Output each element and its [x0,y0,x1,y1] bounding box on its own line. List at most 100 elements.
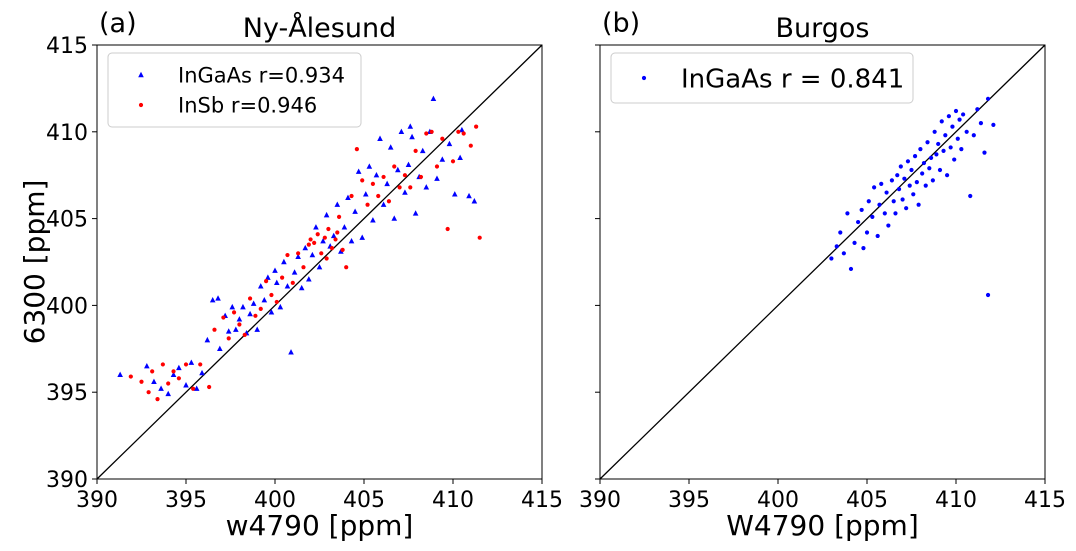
x-tick-label: 400 [254,488,296,513]
data-point [477,235,482,240]
data-point [151,378,157,384]
data-point [261,296,268,303]
data-point [412,210,419,216]
data-point [872,185,877,190]
data-point [434,175,440,181]
one-to-one-line [599,44,1046,480]
data-point [991,122,996,127]
legend: InGaAs r = 0.841 [610,52,914,104]
data-point [934,152,939,157]
data-point [354,147,359,152]
data-point [875,233,880,239]
y-axis-label: 6300 [ppm] [18,180,51,345]
data-point [946,114,951,119]
data-point [345,194,351,200]
data-point [288,349,294,355]
data-point [150,369,155,374]
data-point [952,157,957,162]
data-point [911,192,916,197]
data-point [229,303,236,310]
one-to-one-line [96,44,543,480]
data-point [902,176,907,181]
data-point [905,159,911,164]
data-point [322,235,327,240]
data-point [943,133,948,138]
data-point [886,223,891,228]
data-point [376,193,381,199]
data-point [348,237,355,244]
data-point [237,322,242,327]
series-1-points [117,95,478,397]
data-point [160,362,165,367]
data-point [418,174,424,180]
data-point [882,211,887,216]
data-point [434,164,440,169]
data-point [166,381,171,386]
data-point [324,256,329,261]
data-point [918,147,923,152]
data-point [170,371,177,378]
data-point [370,217,376,223]
legend-label: InSb r=0.946 [178,94,317,118]
data-point [856,219,861,225]
data-point [912,154,918,159]
data-point [226,336,231,341]
data-point [313,224,319,230]
y-tick-label: 415 [46,34,88,59]
data-point [268,309,275,315]
x-tick-label: 395 [668,488,710,513]
data-point [381,174,386,180]
data-point [937,167,943,173]
series-2-points [128,124,482,402]
data-point [939,119,944,124]
data-point [879,181,884,186]
chart-title: Burgos [776,13,870,44]
data-point [907,183,912,188]
data-point [362,191,369,197]
data-point [921,160,927,166]
series-1-points [829,96,996,298]
data-point [326,226,331,232]
data-point [409,133,415,140]
data-point [128,374,133,379]
data-point [953,108,959,114]
data-point [948,145,953,150]
data-point [290,280,295,285]
data-point [889,178,895,183]
data-point [896,186,902,192]
data-point [419,147,426,154]
data-point [215,295,221,301]
panel-a: 390 395 400 405 410 415 390 395 400 405 410 415 Ny-Å… [18,8,563,542]
data-point [316,264,323,270]
data-point [397,185,402,190]
data-point [466,192,472,199]
data-point [334,201,341,207]
data-point [253,313,258,318]
data-point [870,214,875,219]
x-tick-label: 405 [343,488,385,513]
data-point [380,201,387,207]
plot-frame [96,44,543,480]
data-point [281,258,287,265]
data-point [395,166,401,173]
panel-label: (b) [602,8,640,39]
data-point [366,163,373,169]
x-tick-label: 415 [521,488,563,513]
data-point [941,148,946,153]
data-point [319,251,324,256]
data-point [848,266,854,272]
data-point [884,190,889,195]
data-point [982,150,987,155]
x-tick-label: 390 [579,488,621,513]
data-point [975,107,980,112]
data-point [323,211,330,218]
data-point [233,326,239,332]
data-point [445,226,450,232]
data-point [429,129,434,134]
y-tick-label: 400 [46,294,88,319]
data-point [291,269,298,275]
data-point [221,315,226,320]
data-point [176,364,182,371]
data-point [457,154,463,161]
data-point [891,199,896,204]
